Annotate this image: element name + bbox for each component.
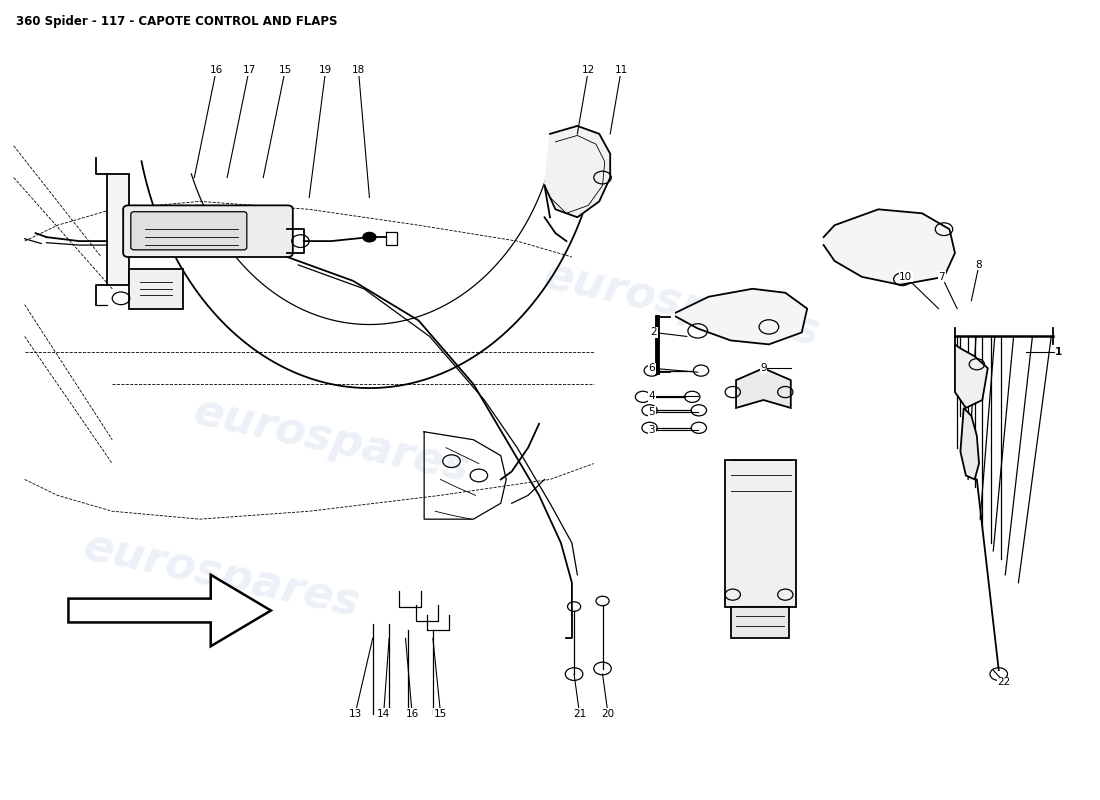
Polygon shape	[544, 126, 610, 218]
Text: 2: 2	[651, 327, 658, 338]
Text: eurospares: eurospares	[189, 390, 473, 490]
Text: 16: 16	[210, 66, 223, 75]
Text: 19: 19	[319, 66, 332, 75]
Text: eurospares: eurospares	[539, 254, 824, 355]
Text: 360 Spider - 117 - CAPOTE CONTROL AND FLAPS: 360 Spider - 117 - CAPOTE CONTROL AND FL…	[15, 14, 338, 28]
Text: 17: 17	[242, 66, 255, 75]
FancyBboxPatch shape	[131, 212, 246, 250]
Text: 15: 15	[433, 709, 448, 719]
Text: 8: 8	[976, 260, 982, 270]
Text: 4: 4	[649, 391, 656, 401]
Text: 12: 12	[582, 66, 595, 75]
Text: 22: 22	[998, 677, 1011, 687]
Polygon shape	[824, 210, 955, 285]
Text: 14: 14	[377, 709, 390, 719]
Polygon shape	[68, 574, 271, 646]
Text: 18: 18	[352, 66, 365, 75]
Polygon shape	[736, 368, 791, 408]
Polygon shape	[129, 269, 184, 309]
Circle shape	[363, 232, 376, 242]
Polygon shape	[955, 344, 988, 408]
Text: 16: 16	[406, 709, 419, 719]
Text: 5: 5	[649, 407, 656, 417]
Text: 7: 7	[938, 272, 945, 282]
Text: 21: 21	[573, 709, 586, 719]
Text: 11: 11	[615, 66, 628, 75]
FancyBboxPatch shape	[123, 206, 293, 257]
Text: 6: 6	[649, 363, 656, 374]
Text: 13: 13	[349, 709, 362, 719]
Text: eurospares: eurospares	[79, 525, 364, 625]
Polygon shape	[960, 408, 979, 479]
Text: 1: 1	[1055, 347, 1063, 358]
Polygon shape	[107, 174, 129, 285]
Polygon shape	[730, 606, 789, 638]
Polygon shape	[675, 289, 807, 344]
Bar	[725, 459, 796, 606]
Text: 10: 10	[899, 272, 912, 282]
Text: 3: 3	[649, 425, 656, 435]
Text: 15: 15	[278, 66, 292, 75]
Text: 20: 20	[602, 709, 615, 719]
Text: 9: 9	[760, 363, 767, 374]
